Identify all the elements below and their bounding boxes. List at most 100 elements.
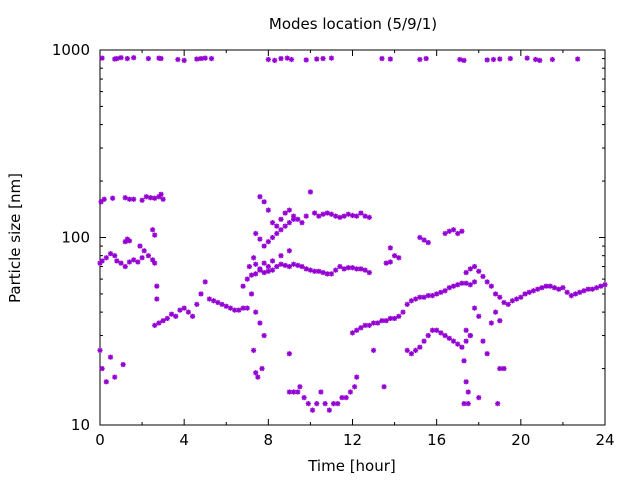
data-point: [124, 55, 130, 62]
data-point: [484, 351, 490, 357]
data-point: [391, 315, 398, 322]
data-point: [265, 268, 271, 274]
data-point: [589, 286, 595, 292]
data-point: [459, 344, 465, 350]
data-point: [396, 255, 402, 261]
data-point: [257, 266, 263, 272]
data-point: [107, 251, 114, 257]
data-point: [265, 263, 271, 270]
data-point: [442, 288, 448, 294]
data-point: [320, 269, 326, 276]
data-point: [328, 211, 335, 217]
data-point: [539, 285, 545, 291]
data-point: [316, 268, 322, 274]
data-point: [282, 223, 288, 229]
plot-frame: [99, 49, 606, 426]
data-point: [484, 279, 490, 285]
data-point: [156, 194, 162, 200]
data-point: [278, 253, 284, 259]
data-point: [417, 344, 423, 350]
data-point: [358, 325, 364, 331]
data-point: [219, 301, 225, 307]
data-point: [261, 243, 267, 249]
data-point: [240, 305, 246, 311]
data-point: [362, 322, 368, 328]
data-point: [253, 271, 259, 277]
data-point: [137, 243, 143, 249]
data-point: [463, 379, 469, 385]
data-point: [295, 216, 301, 222]
data-point: [299, 220, 305, 226]
data-point: [312, 210, 318, 216]
data-point: [290, 261, 297, 267]
data-point: [518, 294, 524, 300]
data-point: [408, 351, 415, 357]
data-point: [194, 301, 200, 307]
data-point: [259, 365, 265, 372]
data-point: [286, 263, 292, 270]
data-point: [120, 361, 126, 368]
data-point: [366, 214, 372, 220]
data-point: [549, 56, 555, 63]
x-tick-label: 8: [264, 431, 274, 449]
data-point: [497, 318, 503, 324]
x-tick-label: 12: [343, 431, 362, 449]
data-point: [269, 267, 276, 273]
data-point: [253, 230, 259, 237]
data-point: [488, 320, 494, 326]
data-point: [421, 338, 427, 344]
data-point: [341, 266, 347, 272]
data-point: [303, 266, 309, 272]
data-point: [282, 210, 288, 216]
data-point: [288, 56, 295, 63]
axis-ticks: [99, 49, 606, 426]
data-point: [442, 332, 448, 339]
data-point: [248, 291, 255, 297]
x-tick-labels: 0 4 8 12 16 20 24: [95, 431, 614, 449]
data-point: [307, 189, 314, 195]
data-point: [147, 195, 154, 201]
data-point: [236, 307, 242, 313]
data-point: [354, 266, 360, 272]
data-point: [455, 282, 461, 288]
data-point: [429, 327, 436, 333]
data-point: [160, 196, 166, 202]
data-point: [303, 213, 309, 219]
data-point: [425, 292, 431, 299]
data-point: [261, 199, 267, 205]
data-point: [269, 220, 276, 226]
data-point: [143, 194, 149, 200]
data-point: [139, 197, 145, 203]
data-point: [467, 282, 473, 288]
data-point: [326, 407, 332, 413]
data-point: [404, 301, 410, 307]
data-point: [354, 374, 360, 380]
data-point: [507, 55, 513, 62]
data-point: [244, 276, 250, 282]
data-point: [240, 283, 246, 289]
data-point: [497, 365, 503, 372]
data-point: [535, 286, 541, 292]
data-point: [585, 286, 591, 292]
data-point: [560, 285, 566, 291]
data-point: [492, 309, 499, 315]
data-point: [366, 269, 372, 276]
data-point: [492, 291, 499, 297]
data-point: [333, 267, 339, 273]
data-point: [269, 234, 276, 241]
data-point: [480, 338, 486, 344]
data-point: [362, 213, 368, 219]
data-point: [400, 309, 406, 315]
data-point: [150, 257, 156, 263]
data-point: [131, 257, 137, 263]
data-point: [446, 285, 452, 291]
data-point: [290, 389, 297, 395]
data-point: [463, 269, 469, 276]
data-point: [488, 283, 494, 289]
data-point: [455, 341, 461, 347]
data-point: [330, 401, 337, 407]
data-point: [248, 272, 255, 278]
y-tick-label: 1000: [52, 41, 90, 59]
x-axis-title: Time [hour]: [307, 457, 396, 475]
data-point: [463, 280, 469, 286]
